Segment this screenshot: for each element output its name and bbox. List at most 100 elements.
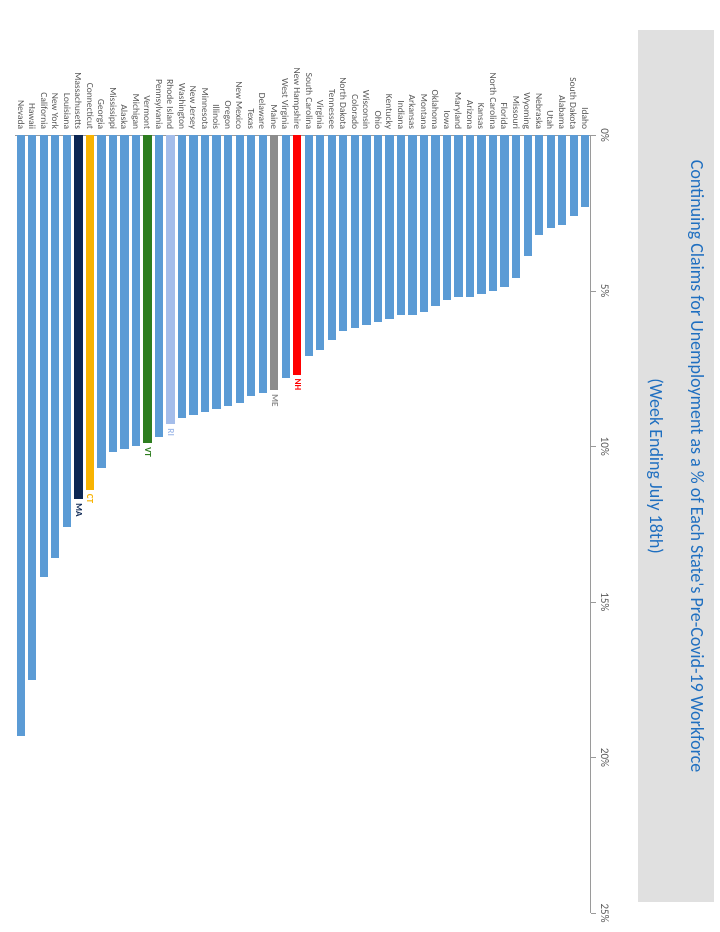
category-label: Alabama [556, 2, 568, 129]
category-label: Texas [245, 2, 257, 129]
bar-data-label: VT [142, 447, 153, 457]
bar [109, 135, 117, 452]
category-label: Illinois [210, 2, 222, 129]
bar-row [545, 135, 557, 913]
x-tick [591, 913, 596, 914]
bar-row [234, 135, 246, 913]
category-label: Florida [498, 2, 510, 129]
bar [259, 135, 267, 393]
category-label: Kentucky [383, 2, 395, 129]
bar [385, 135, 393, 319]
bar-row [441, 135, 453, 913]
chart-title: Continuing Claims for Unemployment as a … [624, 160, 720, 772]
category-label: Massachusetts [72, 2, 84, 129]
bar-row [96, 135, 108, 913]
bar [316, 135, 324, 350]
bar [466, 135, 474, 297]
bar-row [199, 135, 211, 913]
bar [581, 135, 589, 207]
x-tick-label: 15% [598, 582, 611, 622]
bar-row [556, 135, 568, 913]
bar [351, 135, 359, 328]
bar-row [579, 135, 591, 913]
category-label: Delaware [256, 2, 268, 129]
category-label: Washington [176, 2, 188, 129]
bar-row [487, 135, 499, 913]
x-tick [591, 602, 596, 603]
bar [201, 135, 209, 412]
category-label: Arizona [464, 2, 476, 129]
bar [63, 135, 71, 527]
bar [17, 135, 25, 736]
bar-row [510, 135, 522, 913]
x-tick [591, 446, 596, 447]
category-label: Kansas [475, 2, 487, 129]
bar-row [407, 135, 419, 913]
category-label: Nebraska [533, 2, 545, 129]
bar [270, 135, 278, 390]
bar [454, 135, 462, 297]
bar-row [176, 135, 188, 913]
bar [420, 135, 428, 312]
x-tick-label: 20% [598, 737, 611, 777]
x-tick [591, 135, 596, 136]
category-label: Rhode Island [164, 2, 176, 129]
category-label: Iowa [441, 2, 453, 129]
bar [97, 135, 105, 468]
category-label: Montana [418, 2, 430, 129]
bar-row [533, 135, 545, 913]
x-tick-label: 25% [598, 893, 611, 932]
bar-row [384, 135, 396, 913]
bar-row [453, 135, 465, 913]
category-label: Connecticut [84, 2, 96, 129]
bar [489, 135, 497, 291]
bar-row [499, 135, 511, 913]
bar-row [27, 135, 39, 913]
category-label: Louisiana [61, 2, 73, 129]
bar-row [464, 135, 476, 913]
category-label: Wyoming [521, 2, 533, 129]
bar [431, 135, 439, 306]
bar [362, 135, 370, 325]
category-label: Virginia [314, 2, 326, 129]
category-label: Oregon [222, 2, 234, 129]
chart-title-line1: Continuing Claims for Unemployment as a … [686, 160, 707, 772]
bar [247, 135, 255, 396]
bar [443, 135, 451, 300]
bar [535, 135, 543, 235]
category-label: New Hampshire [291, 2, 303, 129]
category-label: Alaska [118, 2, 130, 129]
category-label: New Mexico [233, 2, 245, 129]
bar [155, 135, 163, 437]
bar-row [257, 135, 269, 913]
bar [282, 135, 290, 378]
bar-row [84, 135, 96, 913]
bar-row [211, 135, 223, 913]
category-label: New York [49, 2, 61, 129]
bar [212, 135, 220, 409]
category-label: Minnesota [199, 2, 211, 129]
category-label: California [38, 2, 50, 129]
category-label: Oklahoma [429, 2, 441, 129]
bar [236, 135, 244, 403]
category-label: North Carolina [487, 2, 499, 129]
category-label: Indiana [395, 2, 407, 129]
x-tick-label: 10% [598, 426, 611, 466]
bar-data-label: CT [84, 494, 95, 503]
bar-row [303, 135, 315, 913]
bar-row [73, 135, 85, 913]
category-label: Michigan [130, 2, 142, 129]
bar-row [326, 135, 338, 913]
bar-row [142, 135, 154, 913]
x-tick-label: 5% [598, 271, 611, 311]
category-label: Tennessee [326, 2, 338, 129]
category-label: West Virginia [279, 2, 291, 129]
bar [328, 135, 336, 340]
bar-data-label: RI [165, 428, 176, 435]
bar-row [268, 135, 280, 913]
bar [120, 135, 128, 449]
category-label: Maryland [452, 2, 464, 129]
bar-data-label: ME [269, 394, 280, 406]
bar [339, 135, 347, 331]
category-label: New Jersey [187, 2, 199, 129]
